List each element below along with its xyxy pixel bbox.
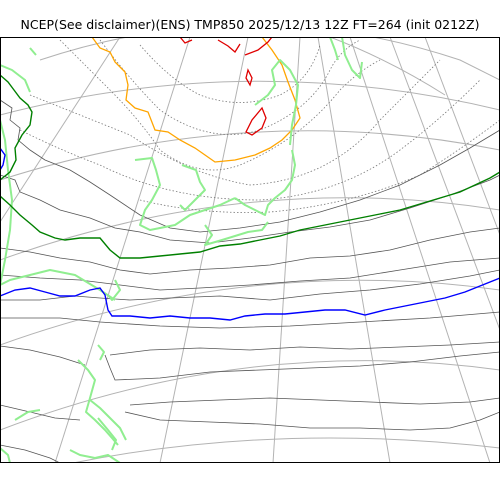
coastline	[77, 359, 119, 446]
isotherm-minor	[0, 444, 61, 463]
coastline	[97, 344, 105, 361]
coastline	[0, 119, 13, 286]
meridian-line	[0, 37, 121, 223]
isotherm-dotted	[29, 59, 441, 186]
isotherm-blue-main	[0, 277, 500, 321]
meridian-line	[54, 37, 191, 463]
graticule-latitude-lines	[0, 37, 500, 463]
isotherm-zero	[0, 74, 500, 259]
meridian-line	[349, 37, 491, 463]
isotherms-warm	[91, 37, 301, 163]
coastline	[0, 64, 31, 93]
meridian-line	[424, 37, 500, 236]
isotherm-minor	[129, 397, 500, 406]
coastline	[14, 409, 41, 421]
isotherm-minor	[124, 411, 500, 431]
isotherm-minor	[0, 345, 86, 366]
coastlines	[0, 37, 363, 463]
isotherm-red	[244, 37, 273, 56]
isotherm-zero-main	[0, 171, 500, 259]
isotherm-red	[217, 39, 241, 53]
coastline	[0, 269, 116, 301]
isotherm-minor	[0, 311, 500, 329]
coastline	[234, 149, 296, 216]
meridian-line	[317, 37, 391, 463]
coastline	[69, 449, 121, 463]
isotherm-red	[245, 106, 267, 136]
isotherm-dotted	[19, 79, 481, 201]
isotherm-blue	[0, 147, 500, 321]
meridian-line	[159, 37, 249, 463]
latitude-line	[0, 130, 500, 181]
isotherm-red	[179, 37, 193, 44]
isotherm-minor	[0, 257, 500, 291]
isotherm-dotted	[139, 44, 321, 103]
isotherm-zero-north	[0, 74, 33, 181]
isotherms-dotted	[19, 39, 500, 213]
isotherm-minor	[0, 174, 500, 244]
isotherm-dotted	[139, 119, 500, 213]
coastline	[97, 417, 117, 451]
coastline	[0, 447, 11, 463]
latitude-line	[0, 360, 500, 431]
latitude-line	[329, 37, 446, 96]
coastline	[329, 37, 339, 61]
isotherm-minor	[0, 404, 81, 421]
isotherm-dotted	[59, 39, 381, 171]
isotherm-minor	[0, 99, 500, 233]
coastline	[204, 221, 269, 246]
coastline	[134, 157, 236, 231]
coastline	[89, 399, 127, 441]
isotherms-minor	[0, 99, 500, 463]
coastline	[179, 164, 206, 211]
isotherm-red	[245, 68, 253, 87]
coastline	[107, 279, 121, 301]
coastline	[341, 37, 363, 79]
isotherm-dotted	[99, 39, 361, 135]
map-title: NCEP(See disclaimer)(ENS) TMP850 2025/12…	[20, 17, 480, 32]
isotherm-minor	[0, 227, 500, 275]
latitude-line	[70, 437, 500, 463]
meridian-line	[389, 37, 500, 331]
coastline	[29, 47, 37, 56]
isotherm-minor	[109, 341, 500, 356]
isotherm-minor	[104, 351, 500, 381]
isotherm-blue-north	[0, 147, 6, 171]
latitude-line	[0, 279, 500, 346]
latitude-line	[39, 37, 500, 81]
coastline	[254, 59, 299, 146]
latitude-line	[0, 80, 500, 116]
isotherm-orange	[91, 37, 301, 163]
